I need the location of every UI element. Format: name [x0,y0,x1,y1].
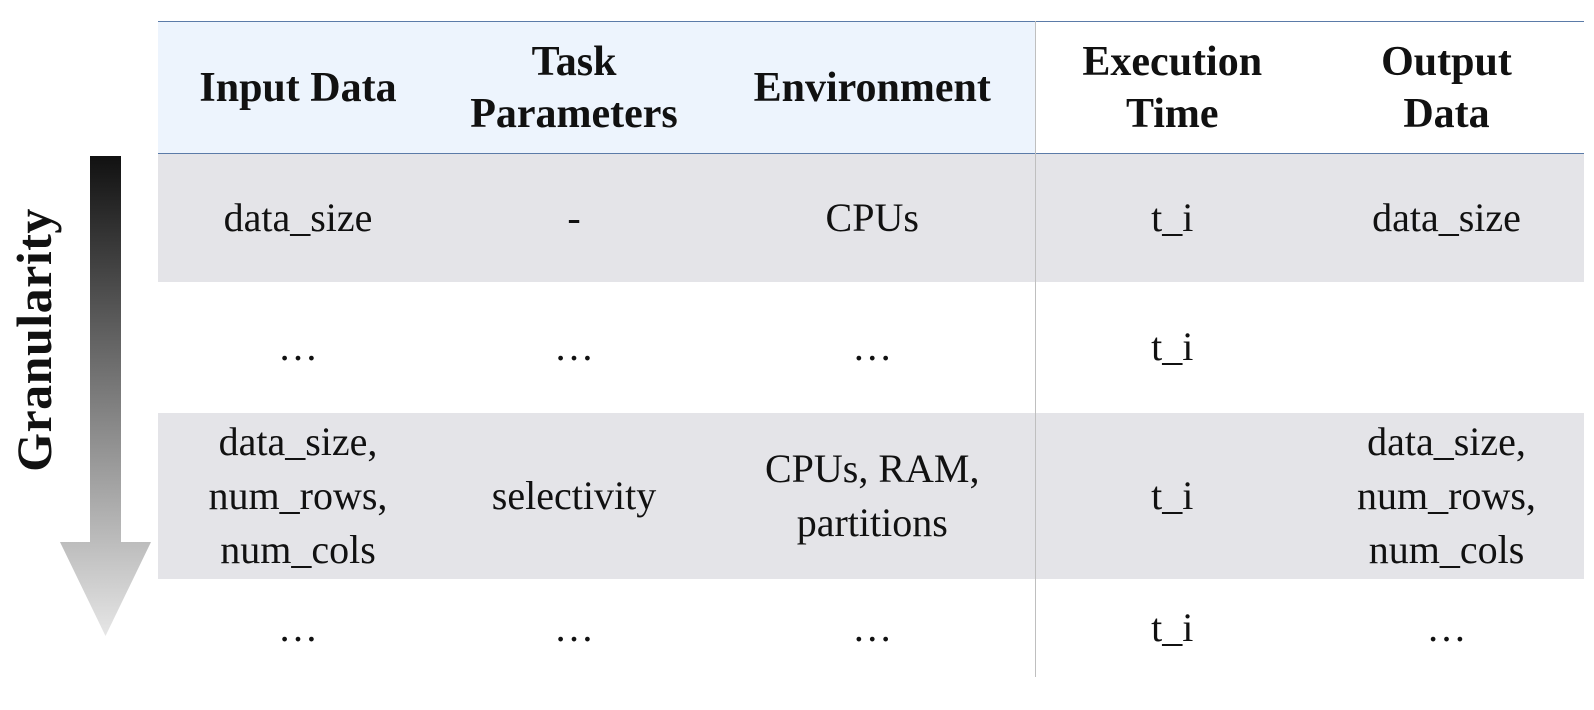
header-line: Time [1125,90,1219,137]
header-line: Environment [753,64,991,111]
cell-line: … [852,604,893,650]
header-line: Parameters [470,90,678,137]
granularity-label-text: Granularity [6,208,63,472]
cell-line: data_size, [1367,418,1526,464]
granularity-label: Granularity [6,150,62,530]
column-header-input-data: Input Data [158,21,438,154]
table-cell: data_size [158,153,438,282]
cell-line: data_size, [218,418,378,464]
column-header-task-parameters: Task Parameters [438,21,710,154]
column-header-execution-time: Execution Time [1034,21,1309,154]
cell-line: … [278,604,318,650]
table-row: … … … t_i … [158,578,1584,677]
column-header-environment: Environment [710,21,1035,154]
header-line: Output [1381,38,1512,85]
table-cell: data_size [1309,153,1584,282]
table-cell: data_size, num_rows, num_cols [158,412,438,579]
cell-line: CPUs [825,194,919,240]
table-cell: … [438,578,710,677]
table-cell: CPUs [710,153,1035,282]
cell-line: num_cols [220,526,376,572]
table-cell: … [710,578,1035,677]
table-cell: data_size, num_rows, num_cols [1309,412,1584,579]
table-cell: … [710,281,1035,413]
table-cell: … [158,281,438,413]
cell-line: data_size [1372,194,1521,240]
column-header-output-data: Output Data [1309,21,1584,154]
header-line: Task [531,38,617,85]
cell-line: t_i [1151,324,1194,369]
cell-line: … [852,324,893,369]
header-line: Input Data [199,64,397,111]
header-row: Input Data Task Parameters Environment E… [158,21,1584,154]
table-cell: selectivity [438,412,710,579]
cell-line: … [554,604,594,650]
table-cell: … [158,578,438,677]
cell-line: partitions [796,499,948,545]
table-cell: … [438,281,710,413]
cell-line: selectivity [491,472,657,518]
table-cell: CPUs, RAM, partitions [710,412,1035,579]
table-row: data_size - CPUs t_i data_size [158,153,1584,282]
cell-line: … [1426,604,1467,650]
table-cell: t_i [1034,281,1309,413]
table-row: data_size, num_rows, num_cols selectivit… [158,412,1584,579]
table-cell: … [1309,578,1584,677]
header-line: Execution [1082,38,1263,85]
cell-line: num_rows, [1357,472,1536,518]
cell-line: num_rows, [208,472,388,518]
table-cell: t_i [1034,153,1309,282]
table-row: … … … t_i [158,281,1584,413]
table-cell: t_i [1034,412,1309,579]
cell-line: num_cols [1368,526,1525,572]
cell-line: - [567,194,581,240]
cell-line: data_size [223,194,373,240]
table-cell: t_i [1034,578,1309,677]
cell-line: … [554,324,594,369]
cell-line: CPUs, RAM, [764,445,980,491]
granularity-down-arrow-icon [60,156,151,636]
cell-line: t_i [1151,604,1194,650]
cell-line: … [278,324,318,369]
header-line: Data [1403,90,1490,137]
table-cell: - [438,153,710,282]
granularity-table: Input Data Task Parameters Environment E… [158,21,1584,677]
cell-line: t_i [1151,194,1194,240]
cell-line: t_i [1151,472,1194,518]
table-cell [1309,281,1584,413]
